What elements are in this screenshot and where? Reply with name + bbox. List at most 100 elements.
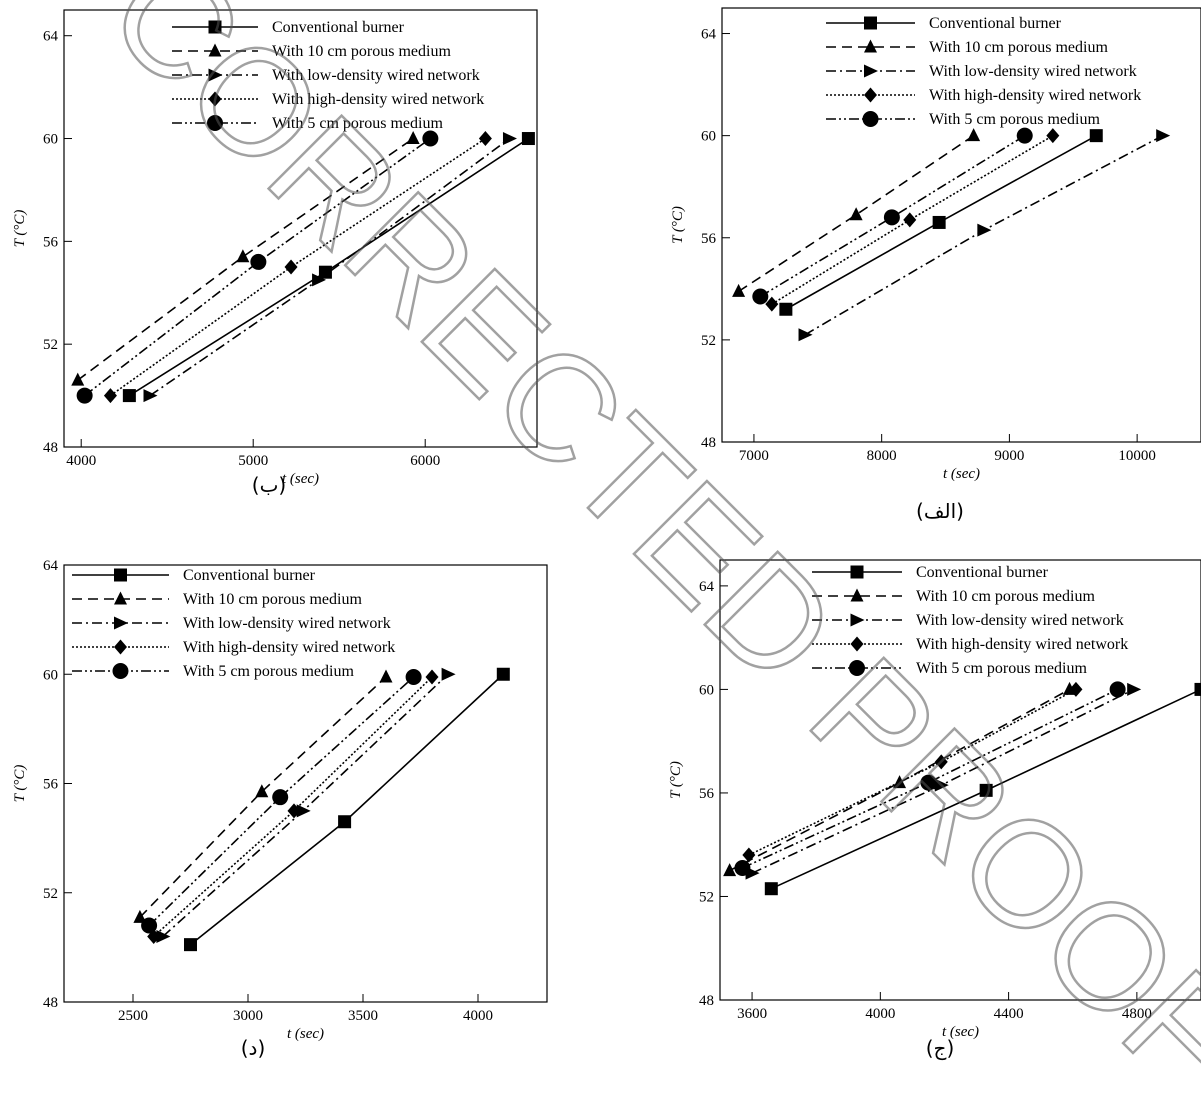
data-point xyxy=(272,789,289,806)
series-2 xyxy=(732,128,981,297)
legend-label: Conventional burner xyxy=(183,567,316,584)
x-tick-label: 2500 xyxy=(118,1008,148,1024)
data-point xyxy=(920,774,937,791)
y-axis-label: T (°C) xyxy=(670,206,686,244)
data-point xyxy=(318,265,332,279)
series-line xyxy=(804,134,1164,336)
legend-label: With low-density wired network xyxy=(183,615,391,632)
x-axis-label: t (sec) xyxy=(287,1026,324,1042)
panel-caption: (ب) xyxy=(252,473,286,497)
data-point xyxy=(184,938,197,952)
y-tick-label: 48 xyxy=(699,993,714,1009)
x-tick-label: 9000 xyxy=(994,448,1024,464)
panel-caption: (ج) xyxy=(926,1036,955,1060)
data-point xyxy=(406,131,420,145)
x-tick-label: 4000 xyxy=(463,1008,493,1024)
x-axis-label: t (sec) xyxy=(942,1024,979,1040)
data-point xyxy=(143,389,158,403)
panel-caption: (الف) xyxy=(916,499,964,523)
data-point xyxy=(779,302,793,316)
data-point xyxy=(903,212,917,228)
legend-label: With 10 cm porous medium xyxy=(929,39,1108,56)
legend-label: With low-density wired network xyxy=(929,63,1137,80)
data-point xyxy=(287,803,301,819)
legend-label: With low-density wired network xyxy=(916,612,1124,629)
legend-marker xyxy=(207,115,223,131)
y-axis-label: T (°C) xyxy=(12,210,28,248)
y-tick-label: 48 xyxy=(43,440,58,456)
data-point xyxy=(742,847,756,863)
legend-marker xyxy=(850,588,864,602)
legend-marker xyxy=(114,568,127,582)
x-tick-label: 4800 xyxy=(1122,1006,1152,1022)
legend-marker xyxy=(864,64,878,78)
data-point xyxy=(934,754,948,770)
y-tick-label: 60 xyxy=(699,682,714,698)
legend-marker xyxy=(850,613,865,627)
series-3 xyxy=(156,667,456,943)
series-4 xyxy=(765,128,1060,312)
data-point xyxy=(405,668,422,685)
series-line xyxy=(162,673,449,938)
y-tick-label: 64 xyxy=(43,558,59,574)
x-tick-label: 7000 xyxy=(739,448,769,464)
legend-label: With low-density wired network xyxy=(272,67,480,84)
x-tick-label: 10000 xyxy=(1118,448,1156,464)
legend-marker xyxy=(864,87,877,103)
data-point xyxy=(1016,127,1033,144)
x-tick-label: 3500 xyxy=(348,1008,378,1024)
x-tick-label: 4400 xyxy=(994,1006,1024,1022)
series-line xyxy=(729,688,1070,872)
data-point xyxy=(502,132,517,146)
data-point xyxy=(752,288,769,305)
series-4 xyxy=(147,669,439,944)
legend: Conventional burner With 10 cm porous med… xyxy=(812,564,1128,677)
y-tick-label: 60 xyxy=(43,132,58,148)
data-point xyxy=(133,909,147,923)
watermark: CORRECTED PROOF xyxy=(78,0,1201,1095)
legend-label: With 5 cm porous medium xyxy=(272,115,443,132)
legend-marker xyxy=(849,660,865,676)
legend-marker xyxy=(862,111,879,127)
data-point xyxy=(250,253,267,270)
data-point xyxy=(338,815,352,829)
data-point xyxy=(425,669,439,685)
legend-label: With 5 cm porous medium xyxy=(183,663,354,680)
plot-frame xyxy=(721,7,1201,443)
x-tick-label: 4000 xyxy=(66,453,96,469)
y-tick-label: 56 xyxy=(43,777,59,793)
legend-label: Conventional burner xyxy=(929,15,1062,32)
legend-marker xyxy=(112,663,129,679)
y-tick-label: 56 xyxy=(43,234,59,250)
data-point xyxy=(156,929,171,943)
data-point xyxy=(734,860,751,876)
legend-marker xyxy=(114,616,128,630)
data-point xyxy=(103,388,117,404)
x-tick-label: 5000 xyxy=(238,453,268,469)
data-point xyxy=(849,207,863,221)
chart-panel-4: 3600 4000 4400 4800 48 52 56 60 64 t (sec) T (°C) C… xyxy=(668,559,1201,1060)
legend-marker xyxy=(864,16,877,30)
x-tick-label: 4000 xyxy=(865,1006,895,1022)
legend-label: With high-density wired network xyxy=(916,636,1128,653)
y-tick-label: 64 xyxy=(43,29,59,45)
data-point xyxy=(1069,681,1083,697)
legend-label: Conventional burner xyxy=(272,19,405,36)
legend-label: With 10 cm porous medium xyxy=(916,588,1095,605)
legend-label: With 10 cm porous medium xyxy=(183,591,362,608)
series-1 xyxy=(764,682,1201,896)
data-point xyxy=(764,882,778,896)
data-point xyxy=(967,128,981,142)
y-tick-label: 56 xyxy=(701,231,717,247)
series-1 xyxy=(779,129,1103,316)
legend-marker xyxy=(114,639,127,655)
series-line xyxy=(84,137,431,397)
data-point xyxy=(883,209,900,226)
legend-marker xyxy=(850,565,864,579)
legend-label: With 10 cm porous medium xyxy=(272,43,451,60)
data-point xyxy=(422,130,439,147)
data-point xyxy=(732,283,746,297)
series-1 xyxy=(122,132,535,403)
y-tick-label: 52 xyxy=(43,337,58,353)
